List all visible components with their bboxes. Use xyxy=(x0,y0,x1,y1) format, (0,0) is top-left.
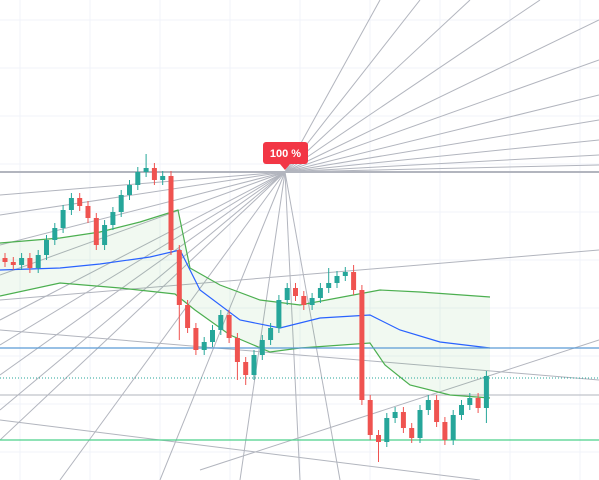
fan-line xyxy=(284,171,301,480)
candle-body xyxy=(27,258,33,268)
candle-body xyxy=(425,400,431,410)
candle-body xyxy=(392,412,398,418)
candle-body xyxy=(52,228,58,240)
candle-body xyxy=(293,288,298,296)
trend-line xyxy=(199,339,599,471)
fan-line xyxy=(239,171,286,480)
candle-body xyxy=(143,168,149,172)
fan-line xyxy=(284,0,421,173)
annotation-pointer xyxy=(280,164,290,170)
candle-body xyxy=(243,362,249,375)
candle-body xyxy=(210,330,215,342)
annotation-box xyxy=(263,142,308,164)
candles xyxy=(2,154,489,462)
candle-body xyxy=(110,212,116,225)
candle-body xyxy=(44,240,49,255)
candle-body xyxy=(409,428,415,438)
fan-line xyxy=(0,171,286,246)
candle-body xyxy=(450,415,456,440)
candle-body xyxy=(301,296,307,305)
fan-line xyxy=(284,19,599,173)
band-middle xyxy=(0,249,491,349)
candle-body xyxy=(309,298,315,305)
band-lower xyxy=(0,282,491,399)
candle-body xyxy=(68,198,74,210)
fan-line xyxy=(284,94,599,173)
candle-body xyxy=(168,176,174,250)
candle-body xyxy=(193,328,199,350)
candle-body xyxy=(326,283,332,288)
candle-body xyxy=(342,272,348,276)
fan-line xyxy=(284,171,341,480)
candle-body xyxy=(102,225,108,245)
candle-body xyxy=(176,250,182,305)
candle-body xyxy=(400,412,406,428)
candle-body xyxy=(268,328,274,340)
candle-body xyxy=(483,376,489,408)
candle-body xyxy=(442,422,448,440)
annotation: 100 % xyxy=(263,142,308,170)
candle-body xyxy=(251,355,257,375)
candle-body xyxy=(376,435,381,442)
trend-line xyxy=(0,249,599,301)
candle-body xyxy=(351,272,357,290)
candle-body xyxy=(151,168,157,180)
candle-body xyxy=(35,255,41,268)
fan-line xyxy=(284,0,471,173)
candle-body xyxy=(459,405,464,415)
candle-body xyxy=(201,342,207,350)
candle-body xyxy=(434,400,440,422)
candle-body xyxy=(85,206,91,218)
fan-line xyxy=(284,119,599,173)
candle-body xyxy=(135,172,141,185)
candle-body xyxy=(367,400,373,435)
candle-body xyxy=(19,258,25,265)
fan-line xyxy=(284,139,599,173)
fan-line xyxy=(0,171,286,216)
candle-body xyxy=(276,300,282,328)
fan-line xyxy=(0,171,286,276)
candle-body xyxy=(77,198,83,206)
fan-line xyxy=(0,171,286,321)
trend-line xyxy=(0,419,481,480)
fan-line xyxy=(284,154,599,173)
candle-body xyxy=(226,315,232,338)
fan-line xyxy=(0,171,286,376)
fan-line xyxy=(0,171,286,196)
candle-body xyxy=(218,315,224,330)
candle-body xyxy=(259,340,265,355)
fan-line xyxy=(284,0,541,173)
candle-body xyxy=(359,290,365,400)
candle-body xyxy=(384,418,390,442)
candle-body xyxy=(284,288,290,300)
candle-body xyxy=(317,288,323,298)
candle-body xyxy=(93,218,99,245)
fan-line xyxy=(284,164,599,173)
candle-body xyxy=(127,185,132,195)
candle-body xyxy=(2,258,8,262)
trend-line xyxy=(0,329,599,381)
annotation-label: 100 % xyxy=(270,148,301,160)
band-fill xyxy=(0,210,490,398)
candle-body xyxy=(234,338,240,362)
levels xyxy=(0,171,599,441)
candle-body xyxy=(467,398,473,405)
fan-line xyxy=(59,171,286,480)
candle-body xyxy=(417,410,423,438)
candle-body xyxy=(160,176,166,180)
band-upper xyxy=(0,209,491,306)
fan-line xyxy=(284,59,599,173)
candle-body xyxy=(334,276,340,283)
candle-body xyxy=(118,195,124,212)
candle-body xyxy=(475,398,481,408)
candle-body xyxy=(60,210,66,228)
candle-body xyxy=(10,262,16,265)
candle-body xyxy=(185,305,191,328)
